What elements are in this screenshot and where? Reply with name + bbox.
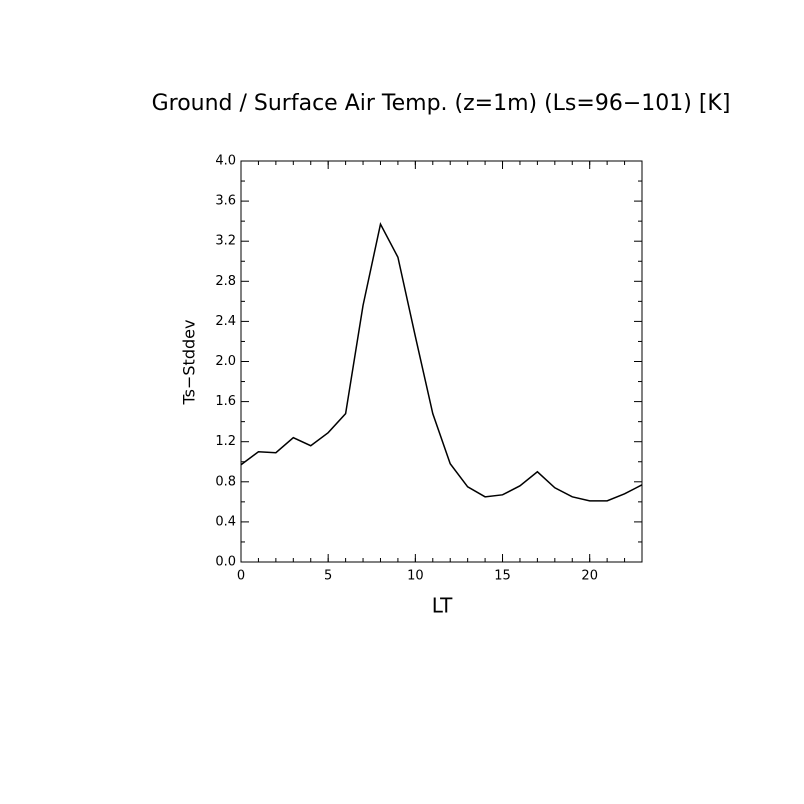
- y-tick-label: 3.2: [215, 234, 236, 249]
- y-axis-label: Ts−Stddev: [180, 320, 199, 406]
- y-tick-label: 4.0: [215, 154, 236, 169]
- x-tick-label: 15: [494, 569, 511, 584]
- x-tick-label: 10: [407, 569, 424, 584]
- y-tick-label: 2.4: [215, 314, 236, 329]
- y-tick-label: 2.8: [215, 274, 236, 289]
- chart-title: Ground / Surface Air Temp. (z=1m) (Ls=96…: [152, 91, 731, 116]
- x-tick-label: 0: [237, 569, 245, 584]
- x-axis-label: LT: [432, 594, 453, 618]
- y-tick-label: 0.0: [215, 555, 236, 570]
- x-tick-label: 20: [581, 569, 598, 584]
- y-tick-label: 3.6: [215, 194, 236, 209]
- x-tick-label: 5: [324, 569, 332, 584]
- y-tick-label: 2.0: [215, 354, 236, 369]
- y-tick-label: 1.6: [215, 394, 236, 409]
- y-tick-label: 0.8: [215, 474, 236, 489]
- y-tick-label: 1.2: [215, 434, 236, 449]
- y-tick-label: 0.4: [215, 514, 236, 529]
- data-line: [240, 221, 643, 502]
